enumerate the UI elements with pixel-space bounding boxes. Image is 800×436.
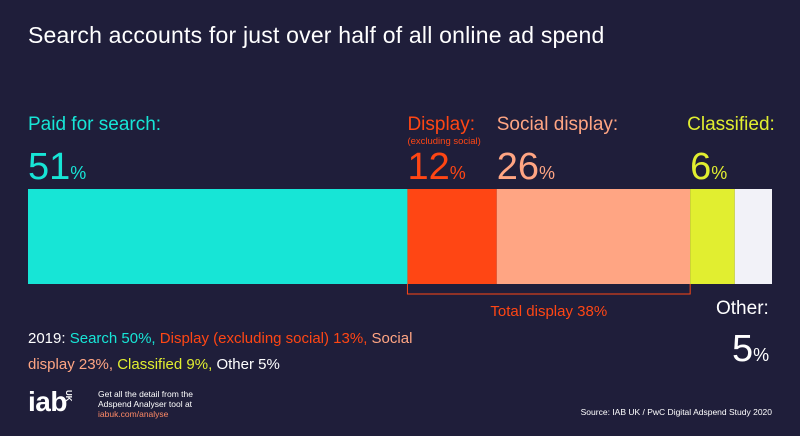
bar-segment-other (734, 189, 772, 284)
other-label: Other: (716, 298, 769, 319)
bar-segment-classified (690, 189, 735, 284)
other-percent-value: 5 (732, 328, 754, 370)
comparison-2019-part: Social display 23%, (28, 330, 413, 373)
segment-percent-social: 26% (497, 148, 555, 186)
segment-percent-symbol-classified: % (711, 163, 728, 183)
segment-percent-display: 12% (407, 148, 465, 186)
segment-label-search: Paid for search: (28, 114, 162, 135)
segment-percent-symbol-display: % (449, 163, 466, 183)
other-percent-symbol: % (753, 345, 770, 365)
iab-logo: iab (28, 386, 67, 417)
total-display-label: Total display 38% (490, 303, 607, 320)
comparison-2019-part: Other 5% (216, 356, 280, 373)
logo-caption-line2: Adspend Analyser tool at (98, 399, 193, 409)
chart-title: Search accounts for just over half of al… (28, 22, 605, 48)
comparison-2019-part: Display (excluding social) 13%, (159, 330, 372, 347)
segment-percent-value-classified: 6 (690, 146, 712, 188)
segment-sublabel-display: (excluding social) (407, 136, 481, 147)
logo-caption: Get all the detail from the Adspend Anal… (98, 389, 193, 419)
comparison-2019: 2019: Search 50%, Display (excluding soc… (28, 326, 428, 378)
comparison-2019-part: Classified 9%, (117, 356, 217, 373)
bar-segment-search (28, 189, 408, 284)
segment-label-display: Display: (407, 114, 476, 135)
bar-segment-social (496, 189, 691, 284)
segment-percent-classified: 6% (690, 148, 727, 186)
source-note: Source: IAB UK / PwC Digital Adspend Stu… (580, 407, 772, 417)
segment-percent-search: 51% (28, 148, 86, 186)
analyser-link[interactable]: iabuk.com/analyse (98, 409, 169, 419)
segment-percent-value-social: 26 (496, 146, 539, 188)
iab-logo-country: UK (64, 390, 73, 402)
other-percent: 5% (732, 330, 769, 368)
comparison-2019-part: 2019: (28, 330, 70, 347)
bar-segment-display (407, 189, 497, 284)
comparison-2019-part: Search 50%, (69, 330, 160, 347)
segment-percent-symbol-search: % (70, 163, 87, 183)
segment-label-classified: Classified: (687, 114, 775, 135)
total-display-bracket (406, 284, 691, 295)
segment-label-social: Social display: (496, 114, 619, 135)
segment-percent-symbol-social: % (539, 163, 556, 183)
logo-caption-line1: Get all the detail from the (98, 389, 193, 399)
segment-percent-value-display: 12 (407, 146, 450, 188)
segment-percent-value-search: 51 (28, 146, 71, 188)
